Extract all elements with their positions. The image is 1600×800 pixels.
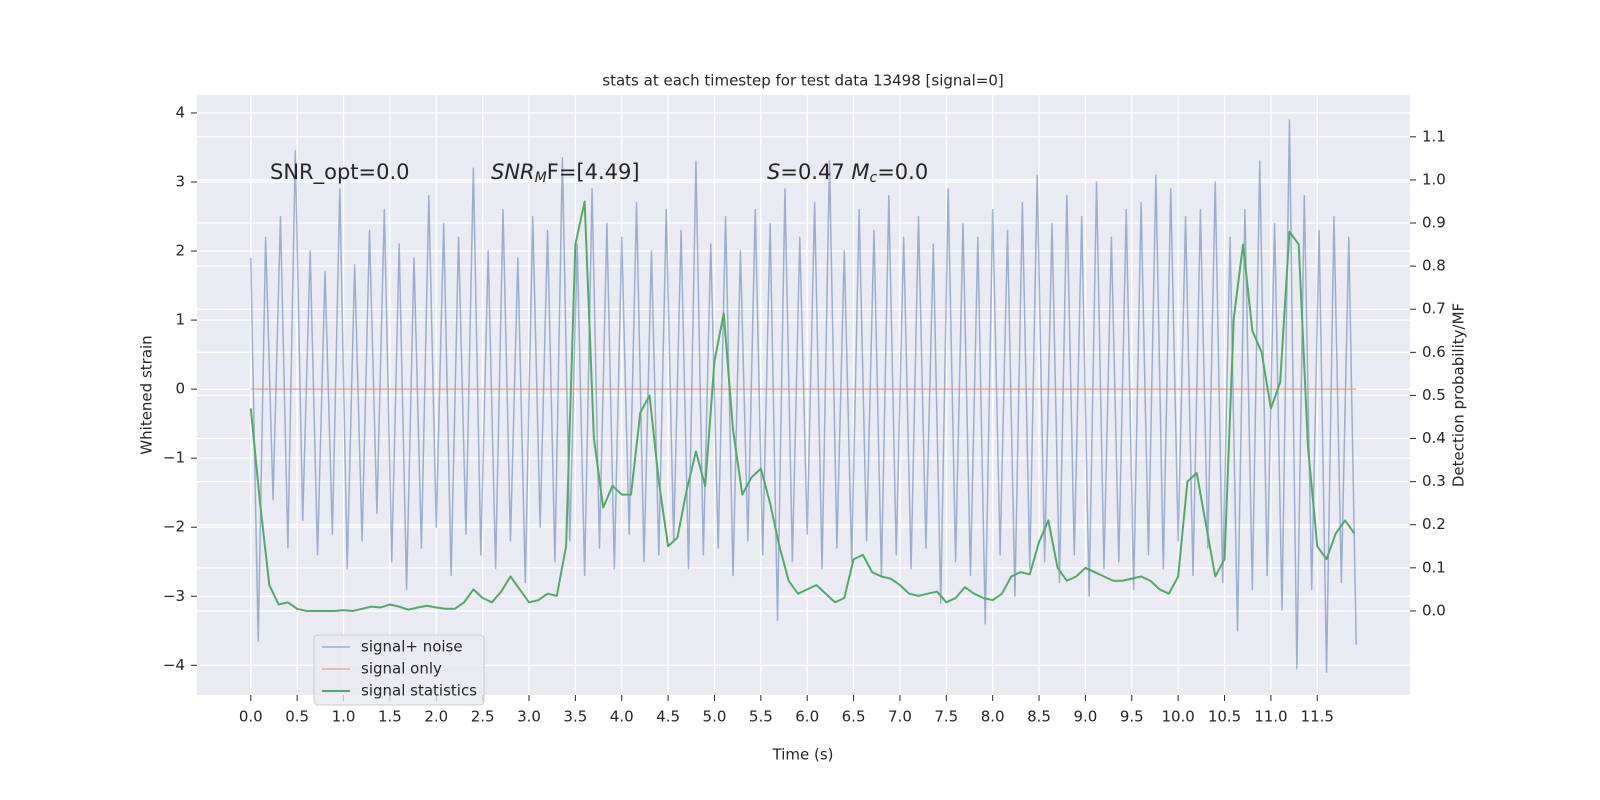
x-tick-label: 5.0 [703,708,727,726]
annotation-part: =0.47 [780,160,851,184]
x-tick-label: 11.5 [1301,708,1334,726]
annotation-part: S [767,160,780,184]
x-tick-label: 9.5 [1120,708,1144,726]
annotation: SNR_opt=0.0 [270,160,410,185]
y-tick-label: −3 [163,587,185,605]
annotation-part: SNR_opt=0.0 [270,160,410,185]
x-tick-label: 10.5 [1208,708,1241,726]
annotation: SNRMF=[4.49] [491,160,640,186]
y2-tick-label: 0.0 [1422,601,1446,619]
annotation-part: =0.0 [877,160,928,184]
labels: 0.0 0.5 1.0 1.5 2.0 2.5 3.0 3.5 4.0 4.5 5.0 5.5 6.0 6… [163,103,1446,725]
legend-label: signal statistics [361,682,477,700]
y2-tick-label: 1.0 [1422,170,1446,188]
grid [191,95,1416,701]
x-tick-label: 0.5 [285,708,309,726]
legend: signal+ noise signal only signal statistic… [313,634,485,706]
x-tick-label: 11.0 [1254,708,1287,726]
y2-tick-label: 0.9 [1422,214,1446,232]
x-tick-label: 0.0 [239,708,263,726]
y-tick-label: −1 [163,449,185,467]
annotation-part: M [535,170,547,186]
series-line [250,119,1357,673]
x-tick-label: 4.5 [656,708,680,726]
x-tick-label: 6.0 [795,708,819,726]
y-tick-label: 2 [175,242,185,260]
x-tick-label: 8.0 [981,708,1005,726]
annotation-part: F=[4.49] [547,160,640,184]
y2-tick-label: 0.7 [1422,300,1446,318]
x-tick-label: 2.0 [424,708,448,726]
x-tick-label: 5.5 [749,708,773,726]
y2-tick-label: 0.5 [1422,386,1446,404]
legend-box [313,634,485,706]
x-tick-label: 1.5 [378,708,402,726]
y2-tick-label: 0.4 [1422,429,1446,447]
x-tick-label: 8.5 [1027,708,1051,726]
legend-label: signal only [361,660,442,678]
y-tick-label: −2 [163,518,185,536]
legend-label: signal+ noise [361,638,463,656]
x-tick-label: 9.0 [1073,708,1097,726]
annotation-part: c [870,170,878,186]
x-tick-label: 1.0 [332,708,356,726]
marks [249,119,1357,673]
x-tick-label: 7.0 [888,708,912,726]
y-tick-label: 1 [175,311,185,329]
series-line [249,200,1356,612]
x-tick-label: 10.0 [1161,708,1194,726]
y2-tick-label: 0.8 [1422,257,1446,275]
x-tick-label: 2.5 [471,708,495,726]
y2-axis-label: Detection probability/MF [1450,303,1468,487]
y-tick-label: 3 [175,172,185,190]
x-axis-label: Time (s) [772,746,834,764]
y-axis-label: Whitened strain [138,335,156,454]
chart-title: stats at each timestep for test data 134… [602,72,1003,90]
annotation: S=0.47 Mc=0.0 [767,160,928,186]
y-tick-label: 4 [175,103,185,121]
y2-tick-label: 0.1 [1422,558,1446,576]
y2-tick-label: 0.2 [1422,515,1446,533]
y-tick-label: 0 [175,380,185,398]
x-tick-label: 3.0 [517,708,541,726]
y-tick-label: −4 [163,656,185,674]
x-tick-label: 7.5 [934,708,958,726]
y2-tick-label: 1.1 [1422,127,1446,145]
y2-tick-label: 0.6 [1422,343,1446,361]
x-tick-label: 6.5 [842,708,866,726]
x-tick-label: 4.0 [610,708,634,726]
annotation-part: SNR [491,160,535,184]
x-tick-label: 3.5 [563,708,587,726]
y2-tick-label: 0.3 [1422,472,1446,490]
annotation-part: M [851,160,869,184]
